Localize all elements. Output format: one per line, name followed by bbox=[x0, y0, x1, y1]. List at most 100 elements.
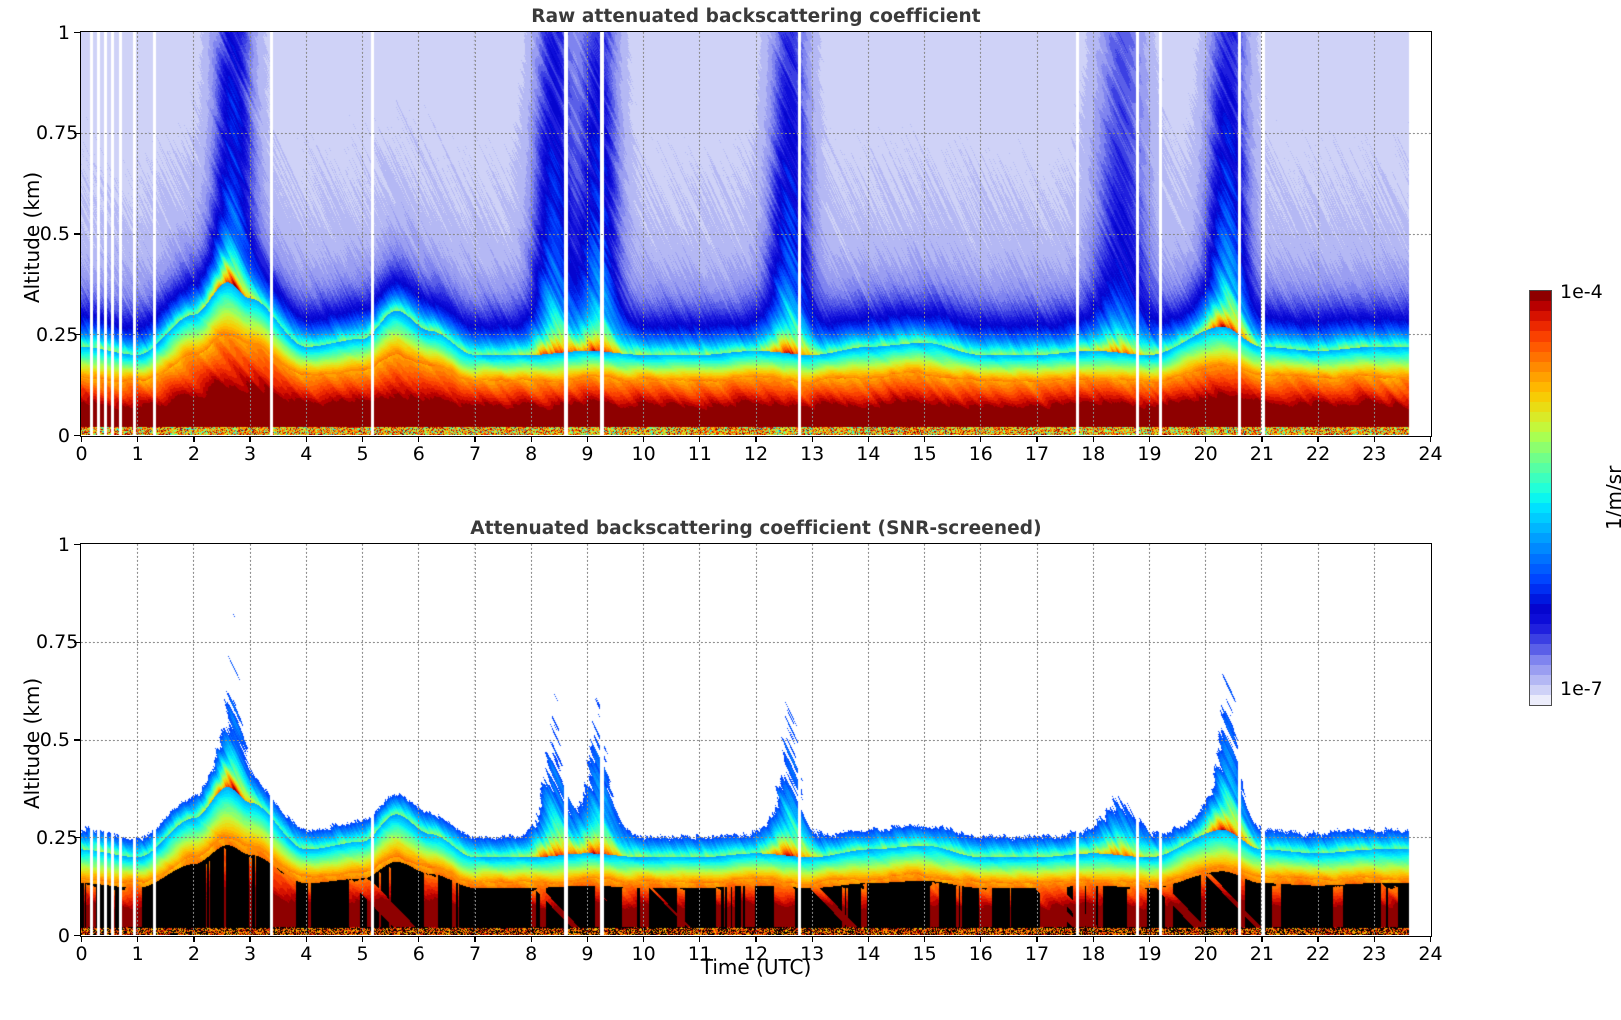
x-tick-15 bbox=[923, 936, 926, 942]
colorbar-segment-13 bbox=[1530, 563, 1551, 574]
colorbar-segment-38 bbox=[1530, 310, 1551, 322]
y-tick-label-1: 1 bbox=[57, 21, 70, 44]
colorbar-segment-19 bbox=[1530, 502, 1551, 514]
y-tick-1 bbox=[74, 31, 80, 34]
x-tick-2 bbox=[193, 936, 195, 942]
colorbar-segment-6 bbox=[1530, 633, 1551, 645]
panel-title-screened: Attenuated backscattering coefficient (S… bbox=[470, 518, 1042, 539]
x-tick-label-4: 4 bbox=[300, 943, 313, 965]
colorbar-segment-15 bbox=[1530, 542, 1551, 554]
colorbar-segment-9 bbox=[1530, 603, 1551, 615]
colorbar-segment-2 bbox=[1530, 674, 1551, 685]
heatmap-screened bbox=[81, 544, 1431, 936]
plot-axes-raw[interactable] bbox=[80, 31, 1432, 437]
x-tick-label-12: 12 bbox=[743, 443, 769, 465]
x-tick-label-20: 20 bbox=[1193, 443, 1218, 465]
x-tick-label-14: 14 bbox=[856, 443, 881, 465]
gridline-h-0.5 bbox=[81, 233, 1431, 235]
x-tick-9 bbox=[586, 936, 589, 942]
x-tick-5 bbox=[361, 936, 364, 942]
x-tick-label-11: 11 bbox=[687, 943, 712, 965]
x-tick-label-1: 1 bbox=[131, 443, 144, 465]
x-tick-20 bbox=[1205, 436, 1207, 442]
x-tick-7 bbox=[474, 436, 476, 442]
x-tick-label-5: 5 bbox=[356, 443, 369, 465]
x-tick-3 bbox=[249, 436, 251, 442]
x-tick-12 bbox=[755, 436, 757, 442]
colorbar[interactable] bbox=[1529, 290, 1552, 706]
gridline-h-0.25 bbox=[81, 334, 1431, 336]
colorbar-segment-30 bbox=[1530, 391, 1551, 403]
x-tick-label-15: 15 bbox=[912, 943, 937, 965]
x-tick-label-3: 3 bbox=[244, 443, 257, 465]
y-tick-label-0.75: 0.75 bbox=[36, 631, 79, 654]
x-tick-2 bbox=[193, 436, 195, 442]
y-tick-label-0: 0 bbox=[57, 424, 70, 447]
x-tick-22 bbox=[1317, 936, 1319, 942]
x-tick-label-9: 9 bbox=[581, 943, 594, 965]
x-tick-1 bbox=[137, 436, 139, 442]
x-tick-label-8: 8 bbox=[525, 443, 538, 465]
gridline-h-0.25 bbox=[81, 837, 1431, 839]
x-tick-label-10: 10 bbox=[631, 443, 656, 465]
colorbar-segment-16 bbox=[1530, 532, 1551, 544]
x-tick-label-16: 16 bbox=[968, 943, 993, 965]
colorbar-segment-37 bbox=[1530, 320, 1551, 332]
x-tick-1 bbox=[137, 936, 139, 942]
x-tick-11 bbox=[699, 436, 701, 442]
x-tick-label-18: 18 bbox=[1081, 943, 1106, 965]
x-tick-24 bbox=[1429, 436, 1432, 442]
colorbar-segment-17 bbox=[1530, 522, 1551, 534]
x-tick-label-17: 17 bbox=[1024, 943, 1050, 965]
x-tick-label-18: 18 bbox=[1081, 443, 1106, 465]
colorbar-segment-33 bbox=[1530, 361, 1551, 372]
x-tick-17 bbox=[1036, 936, 1038, 942]
x-tick-9 bbox=[586, 436, 589, 442]
y-tick-label-0: 0 bbox=[57, 924, 70, 947]
x-tick-label-1: 1 bbox=[131, 943, 144, 965]
x-tick-12 bbox=[755, 936, 757, 942]
x-tick-20 bbox=[1205, 936, 1207, 942]
y-tick-label-0.5: 0.5 bbox=[39, 223, 70, 245]
x-tick-label-20: 20 bbox=[1193, 943, 1218, 965]
x-tick-11 bbox=[699, 936, 701, 942]
x-tick-8 bbox=[530, 436, 532, 442]
panel-title-raw: Raw attenuated backscattering coefficien… bbox=[531, 6, 981, 27]
x-tick-label-0: 0 bbox=[75, 943, 88, 965]
x-tick-6 bbox=[418, 936, 420, 942]
plot-axes-screened[interactable] bbox=[80, 543, 1432, 937]
x-tick-3 bbox=[249, 936, 251, 942]
colorbar-segment-21 bbox=[1530, 482, 1551, 493]
y-tick-label-0.25: 0.25 bbox=[36, 323, 79, 346]
colorbar-segment-10 bbox=[1530, 593, 1551, 605]
colorbar-segment-3 bbox=[1530, 664, 1551, 675]
x-tick-label-3: 3 bbox=[244, 943, 257, 965]
colorbar-segment-26 bbox=[1530, 431, 1551, 443]
y-tick-0.75 bbox=[74, 132, 80, 134]
colorbar-segment-34 bbox=[1530, 351, 1551, 362]
y-tick-label-0.75: 0.75 bbox=[36, 122, 79, 145]
colorbar-segment-31 bbox=[1530, 381, 1551, 392]
y-tick-label-0.25: 0.25 bbox=[36, 826, 79, 849]
x-tick-label-21: 21 bbox=[1249, 943, 1274, 965]
y-tick-0 bbox=[74, 434, 80, 437]
y-tick-label-0.5: 0.5 bbox=[39, 729, 70, 751]
colorbar-segment-23 bbox=[1530, 462, 1551, 473]
x-tick-8 bbox=[530, 936, 532, 942]
gridline-h-0.75 bbox=[81, 641, 1431, 643]
colorbar-segment-29 bbox=[1530, 401, 1551, 413]
x-tick-4 bbox=[305, 936, 307, 942]
colorbar-segment-1 bbox=[1530, 684, 1551, 695]
colorbar-segment-0 bbox=[1530, 694, 1551, 705]
x-axis-label: Time (UTC) bbox=[700, 955, 812, 979]
x-tick-21 bbox=[1261, 936, 1263, 942]
x-tick-21 bbox=[1261, 436, 1263, 442]
x-tick-0 bbox=[80, 936, 83, 942]
x-tick-19 bbox=[1148, 936, 1151, 942]
x-tick-label-22: 22 bbox=[1306, 943, 1331, 965]
y-tick-1 bbox=[74, 543, 80, 546]
colorbar-min-label: 1e-7 bbox=[1560, 678, 1603, 700]
x-tick-label-22: 22 bbox=[1306, 443, 1331, 465]
colorbar-max-label: 1e-4 bbox=[1560, 281, 1603, 303]
x-tick-13 bbox=[811, 936, 813, 942]
